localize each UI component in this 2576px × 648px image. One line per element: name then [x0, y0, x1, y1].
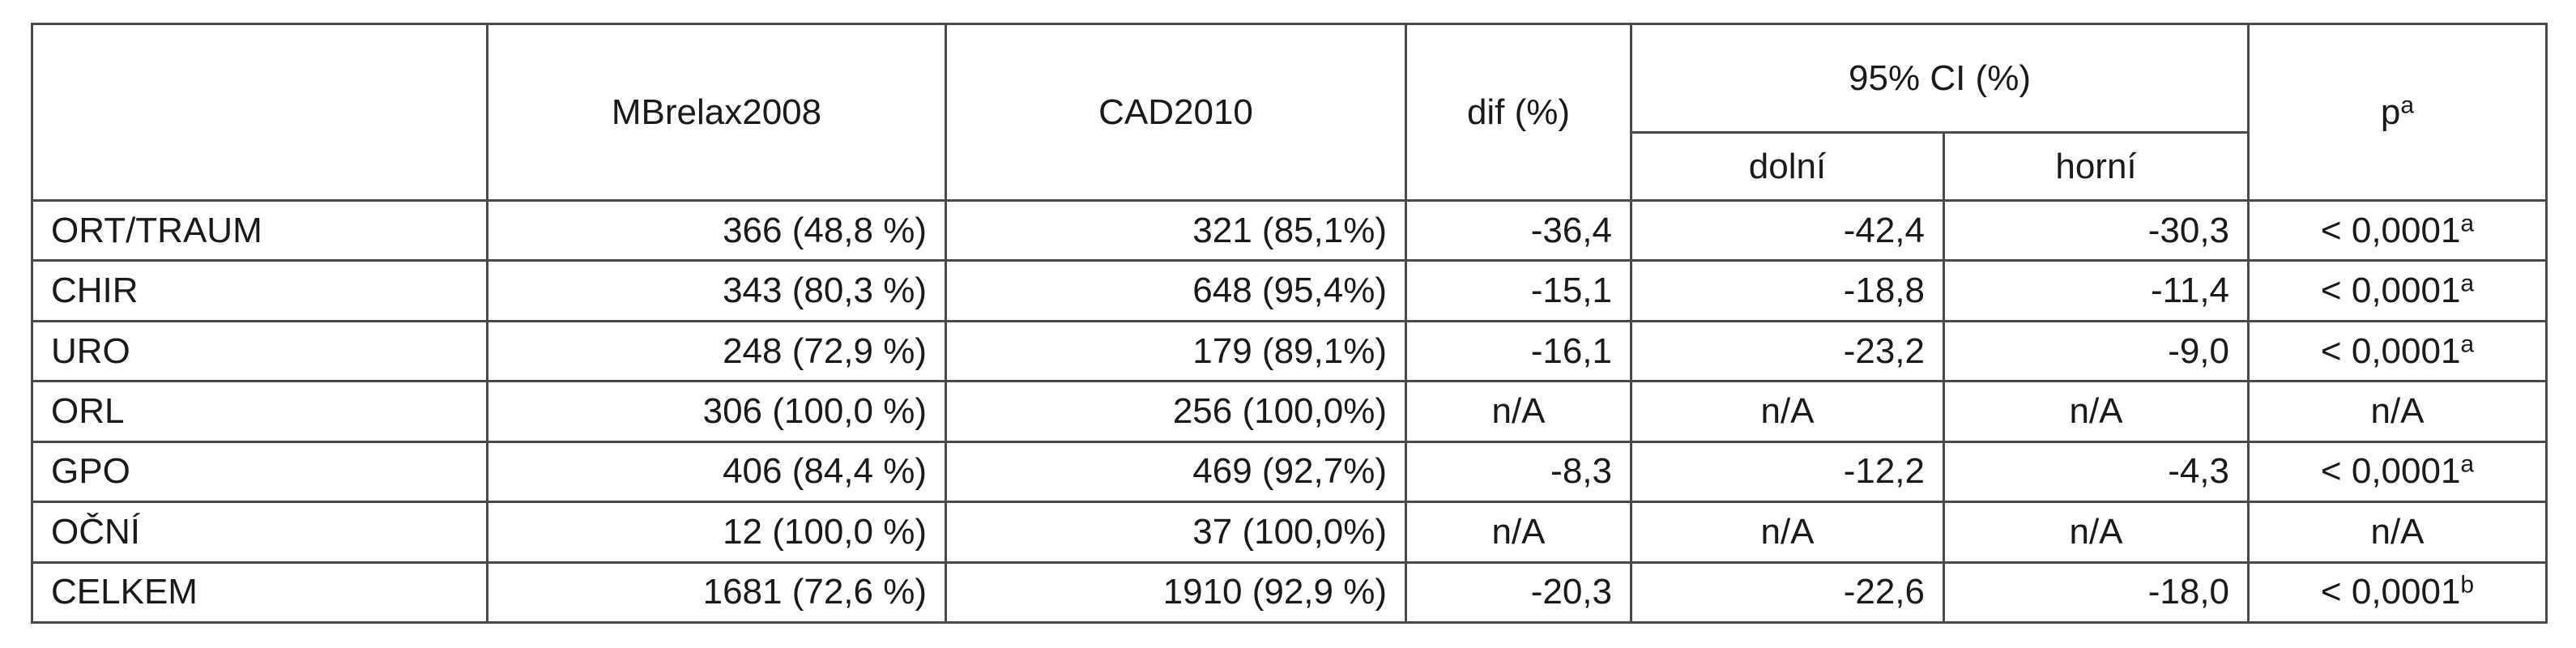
header-row-1: MBrelax2008 CAD2010 dif (%) 95% CI (%) p… — [31, 23, 2548, 202]
cell-p: < 0,0001a — [2247, 440, 2548, 504]
cell-dif: -8,3 — [1405, 440, 1632, 504]
cell-p-value: n/A — [2370, 390, 2425, 431]
cell-ci-lower: -22,6 — [1630, 561, 1945, 625]
cell-p: < 0,0001b — [2247, 561, 2548, 625]
header-empty-cell — [31, 23, 488, 202]
table-row: CELKEM 1681 (72,6 %) 1910 (92,9 %) -20,3 -22… — [31, 561, 2548, 625]
cell-ci-lower: -23,2 — [1630, 319, 1945, 383]
cell-ci-upper: -18,0 — [1942, 561, 2250, 625]
header-p-sup: a — [2400, 92, 2415, 118]
header-cad: CAD2010 — [945, 23, 1407, 202]
row-label: OČNÍ — [31, 501, 488, 564]
table-row: GPO 406 (84,4 %) 469 (92,7%) -8,3 -12,2 -4,3 <… — [31, 440, 2548, 504]
cell-ci-lower: n/A — [1630, 501, 1945, 564]
cell-ci-upper: n/A — [1942, 501, 2250, 564]
cell-p-value: < 0,0001 — [2320, 572, 2461, 612]
cell-cad: 469 (92,7%) — [945, 440, 1407, 504]
cell-cad: 648 (95,4%) — [945, 259, 1407, 322]
cell-p-sup: a — [2460, 270, 2475, 297]
header-dif: dif (%) — [1405, 23, 1632, 202]
cell-cad: 179 (89,1%) — [945, 319, 1407, 383]
cell-p: < 0,0001a — [2247, 259, 2548, 322]
cell-cad: 1910 (92,9 %) — [945, 561, 1407, 625]
cell-p-sup: a — [2460, 210, 2475, 237]
cell-ci-lower: -42,4 — [1630, 198, 1945, 262]
header-ci-lower: dolní — [1630, 131, 1945, 202]
cell-p-sup: b — [2460, 571, 2475, 599]
cell-p-sup: a — [2460, 450, 2475, 478]
cell-ci-lower: -12,2 — [1630, 440, 1945, 504]
table-row: ORL 306 (100,0 %) 256 (100,0%) n/A n/A n/A n/A — [31, 380, 2548, 443]
cell-p-value: < 0,0001 — [2320, 271, 2461, 311]
cell-dif: -15,1 — [1405, 259, 1632, 322]
cell-p-value: n/A — [2370, 511, 2425, 552]
row-label: ORL — [31, 380, 488, 443]
cell-p-value: < 0,0001 — [2320, 210, 2461, 250]
header-ci: 95% CI (%) — [1629, 23, 2250, 134]
cell-cad: 37 (100,0%) — [945, 501, 1407, 564]
cell-p-value: < 0,0001 — [2320, 451, 2461, 492]
cell-dif: n/A — [1405, 501, 1632, 564]
table-row: ORT/TRAUM 366 (48,8 %) 321 (85,1%) -36,4 -42… — [31, 198, 2548, 262]
cell-ci-upper: -30,3 — [1942, 198, 2250, 262]
cell-cad: 321 (85,1%) — [945, 198, 1407, 262]
cell-mbrelax: 306 (100,0 %) — [486, 380, 947, 443]
cell-ci-lower: n/A — [1630, 380, 1945, 443]
cell-dif: -20,3 — [1405, 561, 1632, 625]
header-mbrelax: MBrelax2008 — [486, 23, 947, 202]
cell-ci-upper: -9,0 — [1942, 319, 2250, 383]
header-p-label: p — [2380, 92, 2401, 132]
header-ci-upper: horní — [1942, 131, 2250, 202]
header-row-2: dolní horní — [32, 131, 2547, 202]
row-label: GPO — [31, 440, 488, 504]
row-label: CHIR — [31, 259, 488, 322]
results-table: MBrelax2008 CAD2010 dif (%) 95% CI (%) p… — [31, 23, 2548, 625]
cell-ci-lower: -18,8 — [1630, 259, 1945, 322]
table-row: CHIR 343 (80,3 %) 648 (95,4%) -15,1 -18,8 -11… — [31, 259, 2548, 322]
cell-ci-upper: n/A — [1942, 380, 2250, 443]
cell-dif: -16,1 — [1405, 319, 1632, 383]
cell-p: n/A — [2247, 380, 2548, 443]
cell-mbrelax: 343 (80,3 %) — [486, 259, 947, 322]
table-row: URO 248 (72,9 %) 179 (89,1%) -16,1 -23,2 -9,0… — [31, 319, 2548, 383]
table-body: ORT/TRAUM 366 (48,8 %) 321 (85,1%) -36,4 -42… — [31, 198, 2548, 625]
cell-p: n/A — [2247, 501, 2548, 564]
cell-mbrelax: 248 (72,9 %) — [486, 319, 947, 383]
cell-p: < 0,0001a — [2247, 319, 2548, 383]
cell-mbrelax: 12 (100,0 %) — [486, 501, 947, 564]
row-label: ORT/TRAUM — [31, 198, 488, 262]
cell-dif: n/A — [1405, 380, 1632, 443]
row-label: URO — [31, 319, 488, 383]
cell-p-sup: a — [2460, 330, 2475, 358]
row-label: CELKEM — [31, 561, 488, 625]
cell-dif: -36,4 — [1405, 198, 1632, 262]
cell-ci-upper: -4,3 — [1942, 440, 2250, 504]
header-p: pa — [2247, 23, 2548, 202]
cell-ci-upper: -11,4 — [1942, 259, 2250, 322]
table-row: OČNÍ 12 (100,0 %) 37 (100,0%) n/A n/A n/A n/A — [31, 501, 2548, 564]
cell-p: < 0,0001a — [2247, 198, 2548, 262]
cell-cad: 256 (100,0%) — [945, 380, 1407, 443]
cell-mbrelax: 366 (48,8 %) — [486, 198, 947, 262]
cell-mbrelax: 406 (84,4 %) — [486, 440, 947, 504]
cell-p-value: < 0,0001 — [2320, 330, 2461, 371]
cell-mbrelax: 1681 (72,6 %) — [486, 561, 947, 625]
